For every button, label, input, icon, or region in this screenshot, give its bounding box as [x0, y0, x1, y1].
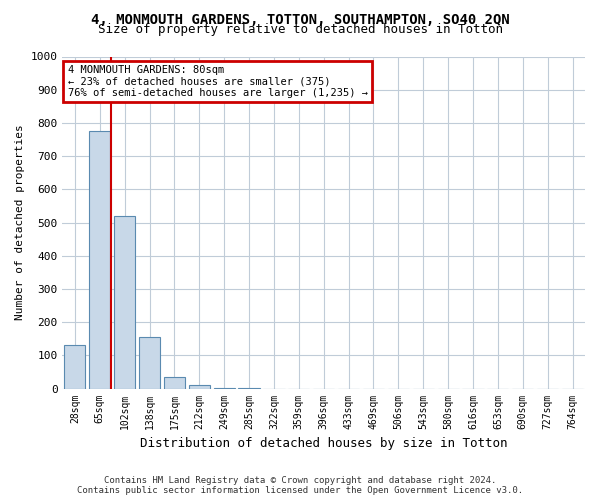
Text: 4 MONMOUTH GARDENS: 80sqm
← 23% of detached houses are smaller (375)
76% of semi: 4 MONMOUTH GARDENS: 80sqm ← 23% of detac…	[68, 65, 368, 98]
Bar	[164, 377, 185, 388]
Bar	[64, 346, 85, 389]
Bar	[114, 216, 135, 388]
X-axis label: Distribution of detached houses by size in Totton: Distribution of detached houses by size …	[140, 437, 508, 450]
Y-axis label: Number of detached properties: Number of detached properties	[15, 124, 25, 320]
Text: 4, MONMOUTH GARDENS, TOTTON, SOUTHAMPTON, SO40 2QN: 4, MONMOUTH GARDENS, TOTTON, SOUTHAMPTON…	[91, 12, 509, 26]
Text: Size of property relative to detached houses in Totton: Size of property relative to detached ho…	[97, 22, 503, 36]
Bar	[189, 385, 210, 388]
Text: Contains HM Land Registry data © Crown copyright and database right 2024.
Contai: Contains HM Land Registry data © Crown c…	[77, 476, 523, 495]
Bar	[139, 337, 160, 388]
Bar	[89, 131, 110, 388]
